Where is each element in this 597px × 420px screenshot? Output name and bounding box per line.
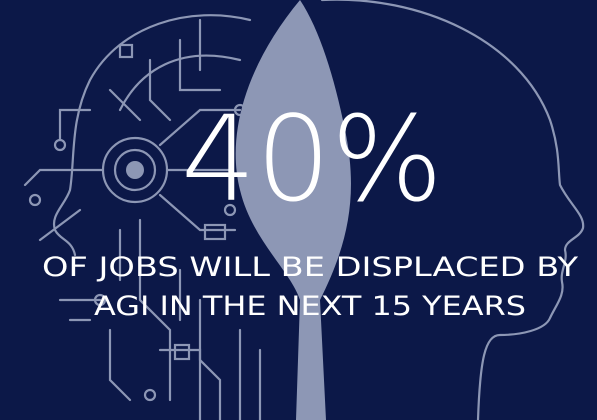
caption-line: OF JOBS WILL BE DISPLACED BY [42,252,579,283]
headline: 40% [181,90,443,228]
caption-line: AGI IN THE NEXT 15 YEARS [94,291,526,322]
circuit-head [23,14,262,420]
center-shape [235,0,351,420]
head-outline [320,0,585,420]
